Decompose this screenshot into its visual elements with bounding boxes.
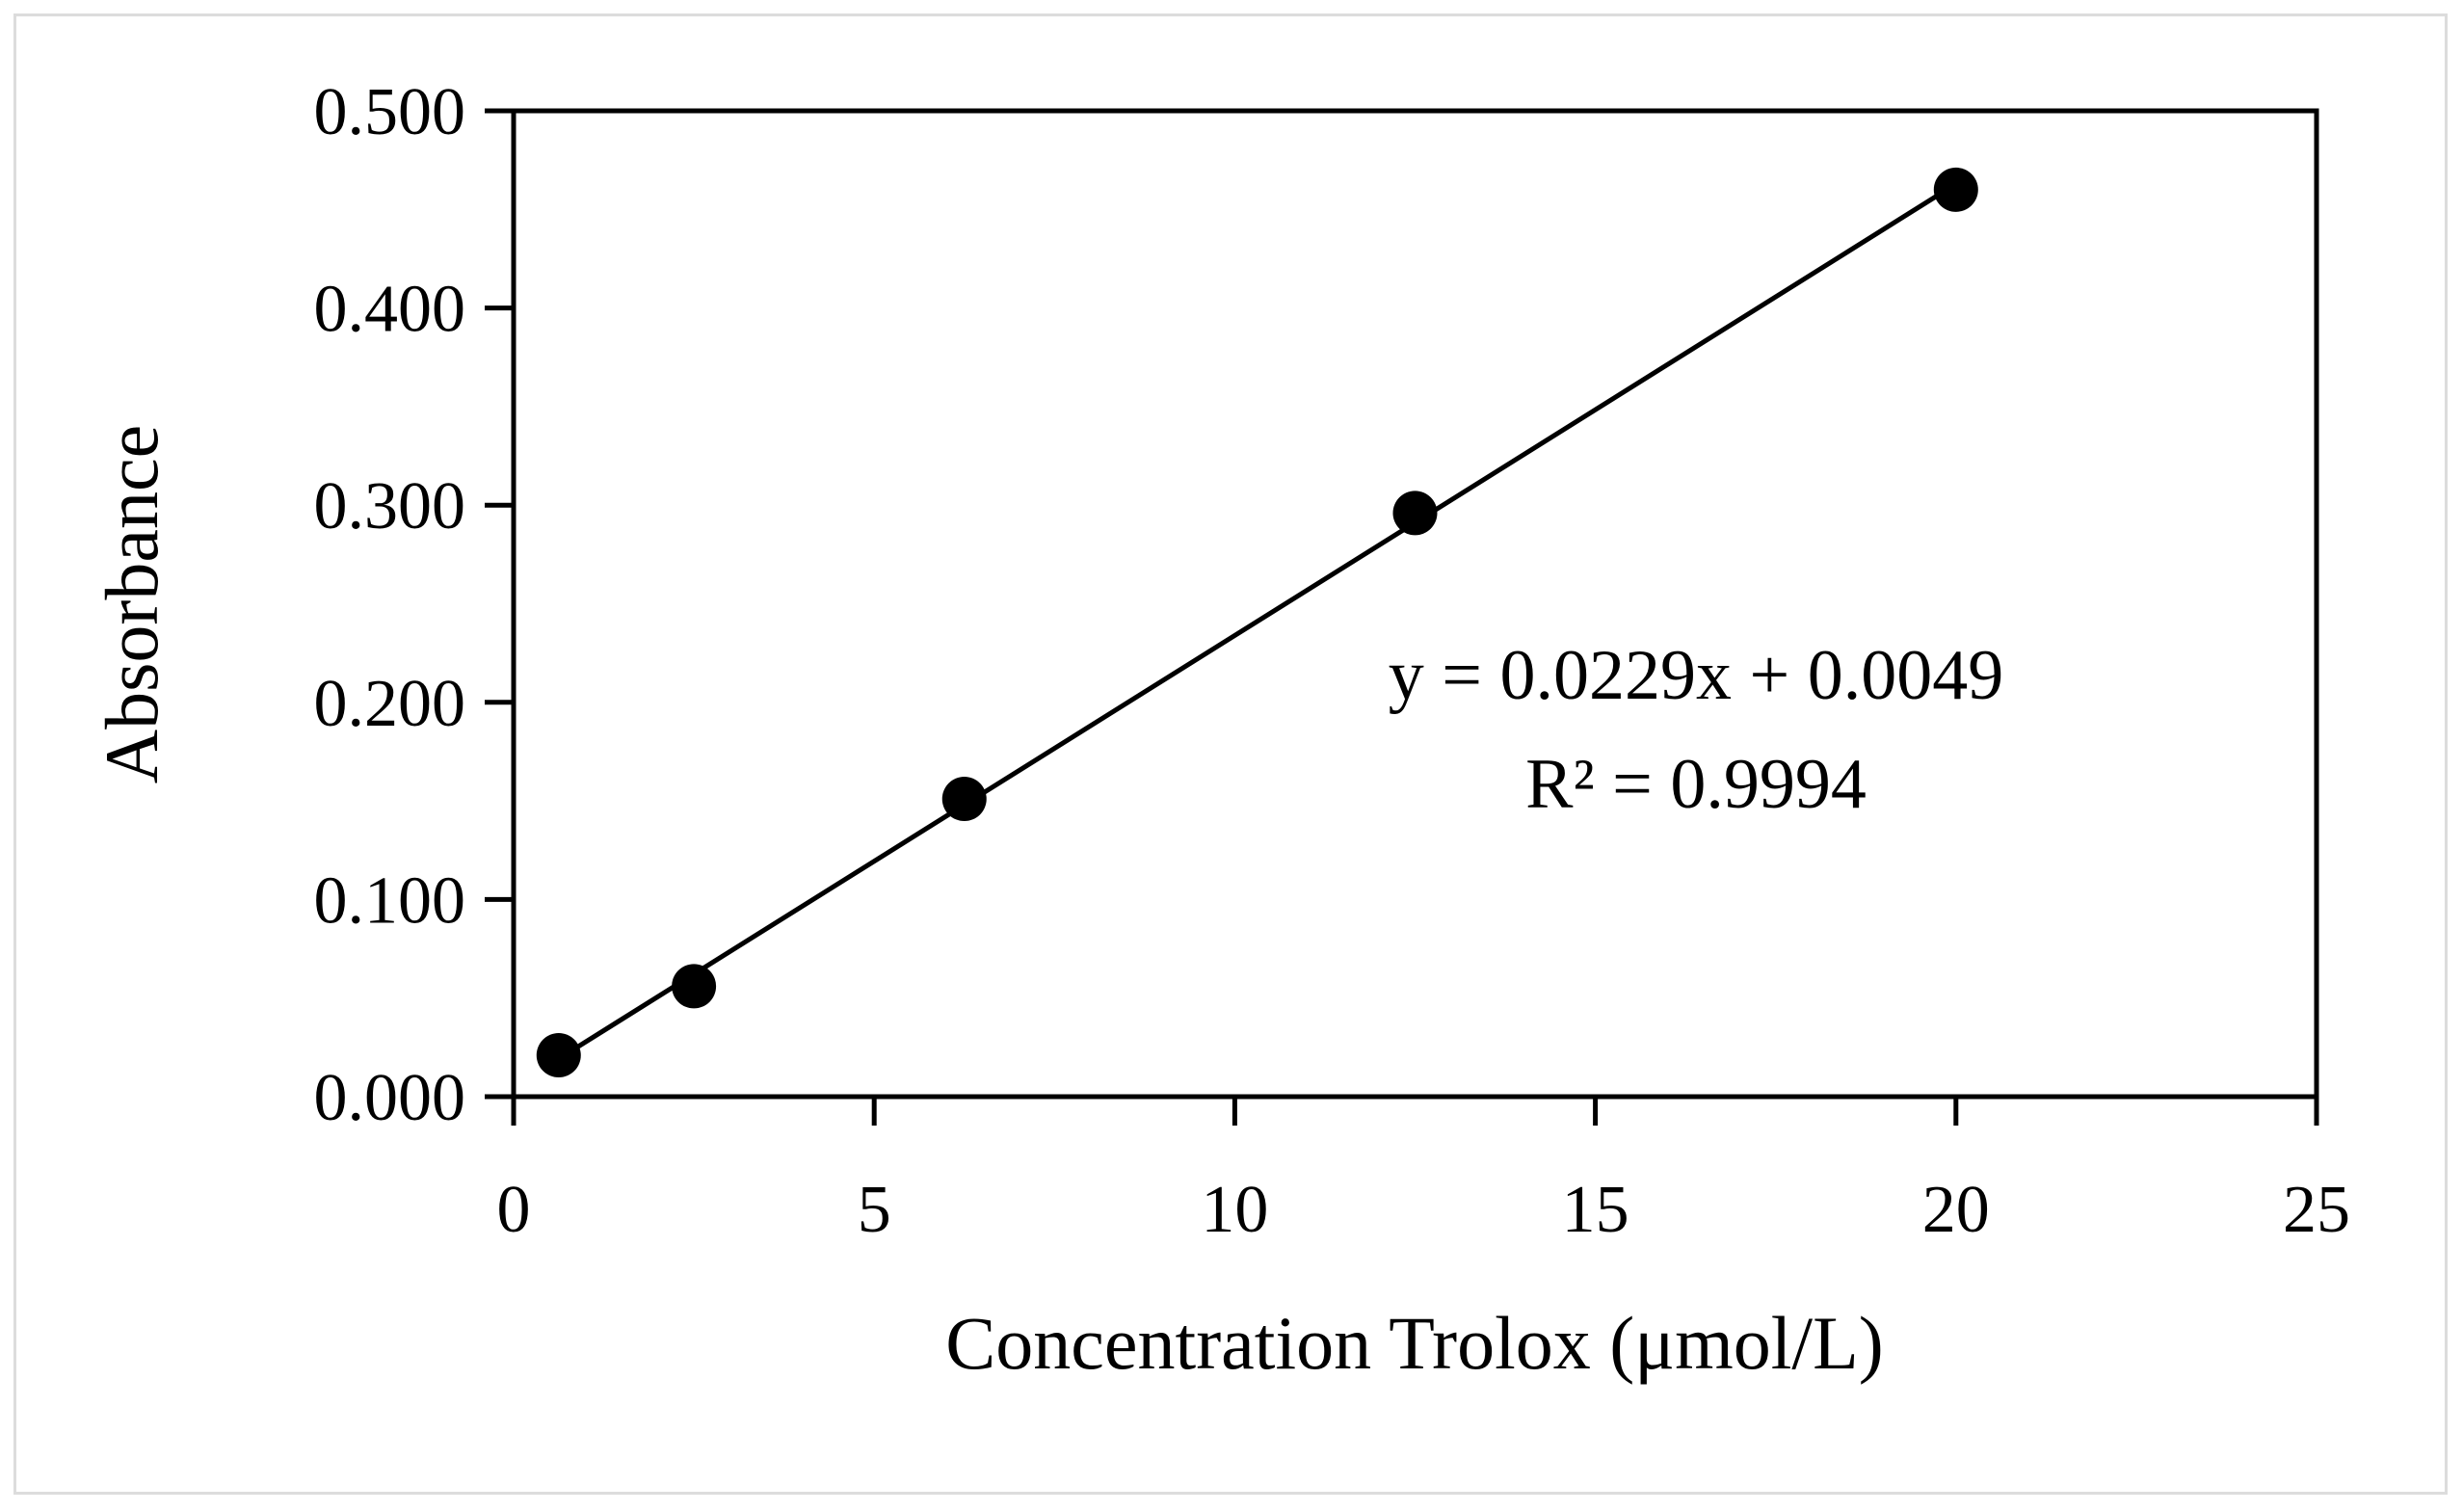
y-tick-label: 0.400 (314, 273, 466, 347)
y-tick-label: 0.200 (314, 667, 466, 741)
x-axis-ticks: 0 5 10 15 20 25 (497, 1097, 2350, 1247)
x-tick-label: 15 (1562, 1173, 1629, 1247)
data-point (536, 1033, 581, 1078)
trendline-equation: y = 0.0229x + 0.0049 (1389, 636, 2003, 715)
r-squared-label: R² = 0.9994 (1525, 745, 1867, 824)
trendline (557, 181, 1958, 1061)
x-tick-label: 20 (1922, 1173, 1990, 1247)
x-tick-label: 25 (2283, 1173, 2350, 1247)
y-axis-ticks: 0.000 0.100 0.200 0.300 0.400 0.500 (314, 75, 514, 1135)
data-point (1392, 491, 1438, 536)
y-tick-label: 0.300 (314, 469, 466, 544)
y-tick-label: 0.500 (314, 75, 466, 149)
y-tick-label: 0.000 (314, 1061, 466, 1135)
y-tick-label: 0.100 (314, 863, 466, 938)
data-points (536, 167, 1978, 1078)
x-axis-title: Concentration Trolox (μmol/L) (945, 1301, 1883, 1385)
data-point (1933, 167, 1978, 212)
x-tick-label: 10 (1201, 1173, 1268, 1247)
y-axis-title: Absorbance (90, 425, 173, 784)
data-point (941, 777, 987, 822)
x-tick-label: 0 (497, 1173, 531, 1247)
plot-area (511, 108, 2319, 1100)
x-tick-label: 5 (858, 1173, 891, 1247)
trendline-group (557, 181, 1958, 1061)
data-point (672, 964, 717, 1009)
chart-frame (13, 13, 2448, 1495)
